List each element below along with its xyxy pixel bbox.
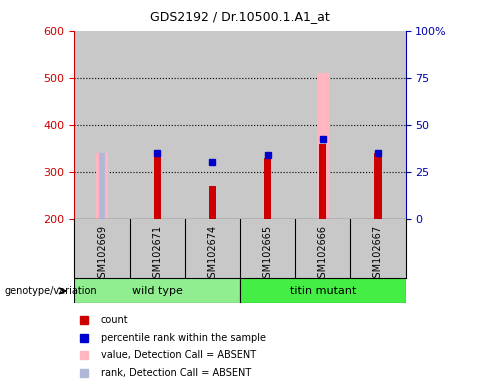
- Bar: [74, 31, 130, 219]
- Text: count: count: [101, 315, 129, 325]
- Text: GSM102666: GSM102666: [318, 225, 328, 284]
- Bar: [154, 153, 161, 219]
- Text: genotype/variation: genotype/variation: [5, 286, 97, 296]
- Text: GSM102674: GSM102674: [207, 225, 217, 284]
- Text: wild type: wild type: [132, 286, 182, 296]
- Bar: [240, 31, 295, 219]
- Text: GSM102665: GSM102665: [263, 225, 273, 284]
- Bar: [99, 153, 105, 219]
- Bar: [240, 278, 406, 303]
- Bar: [130, 31, 185, 219]
- Text: percentile rank within the sample: percentile rank within the sample: [101, 333, 266, 343]
- Bar: [264, 158, 271, 219]
- Text: titin mutant: titin mutant: [289, 286, 356, 296]
- Text: GSM102671: GSM102671: [152, 225, 162, 284]
- Bar: [74, 278, 240, 303]
- Text: GDS2192 / Dr.10500.1.A1_at: GDS2192 / Dr.10500.1.A1_at: [150, 10, 330, 23]
- Text: GSM102669: GSM102669: [97, 225, 107, 284]
- Text: value, Detection Call = ABSENT: value, Detection Call = ABSENT: [101, 350, 256, 360]
- Text: rank, Detection Call = ABSENT: rank, Detection Call = ABSENT: [101, 368, 251, 378]
- Bar: [209, 186, 216, 219]
- Text: GSM102667: GSM102667: [373, 225, 383, 284]
- Bar: [374, 153, 382, 219]
- Bar: [320, 139, 325, 219]
- Bar: [96, 153, 108, 219]
- Bar: [319, 144, 326, 219]
- Bar: [350, 31, 406, 219]
- Bar: [317, 73, 329, 219]
- Bar: [185, 31, 240, 219]
- Bar: [295, 31, 350, 219]
